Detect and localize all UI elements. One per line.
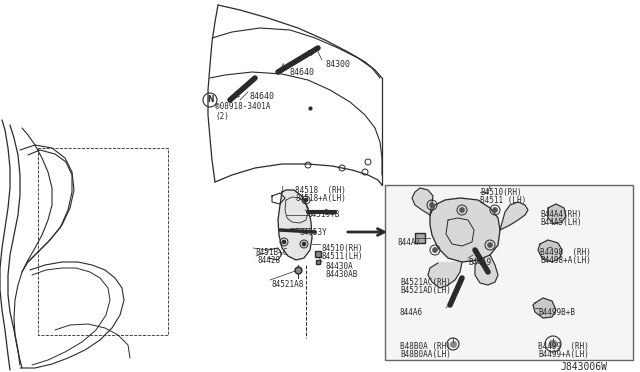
Text: 84640: 84640: [250, 92, 275, 101]
Text: 84518+A(LH): 84518+A(LH): [295, 194, 346, 203]
Text: 84640: 84640: [290, 68, 315, 77]
Text: B48B0AA(LH): B48B0AA(LH): [400, 350, 451, 359]
Text: 84511(LH): 84511(LH): [322, 252, 364, 261]
Bar: [385, 185, 633, 360]
Text: 84430A: 84430A: [325, 262, 353, 271]
Circle shape: [429, 202, 435, 208]
Text: 8451B+C: 8451B+C: [255, 248, 287, 257]
Text: 84300: 84300: [325, 60, 350, 69]
Text: B4521AC(RH): B4521AC(RH): [400, 278, 451, 287]
Text: B44A5(LH): B44A5(LH): [540, 218, 582, 227]
Text: 84519+B: 84519+B: [308, 210, 340, 219]
Text: B4521AD(LH): B4521AD(LH): [400, 286, 451, 295]
Text: 84428: 84428: [258, 256, 281, 265]
Text: 84430AB: 84430AB: [325, 270, 357, 279]
Text: J843006W: J843006W: [560, 362, 607, 372]
Text: 844A7: 844A7: [398, 238, 421, 247]
Text: B4499  (RH): B4499 (RH): [538, 342, 589, 351]
Polygon shape: [278, 190, 312, 260]
Text: 84518  (RH): 84518 (RH): [295, 186, 346, 195]
Polygon shape: [538, 240, 562, 262]
Circle shape: [460, 208, 465, 212]
Circle shape: [433, 247, 438, 253]
Text: B4511 (LH): B4511 (LH): [480, 196, 526, 205]
Circle shape: [493, 208, 497, 212]
Text: B48B0A (RH): B48B0A (RH): [400, 342, 451, 351]
Circle shape: [282, 240, 286, 244]
Text: N: N: [207, 96, 213, 105]
Text: B4498+A(LH): B4498+A(LH): [540, 256, 591, 265]
Polygon shape: [412, 188, 433, 215]
Text: B4498  (RH): B4498 (RH): [540, 248, 591, 257]
Polygon shape: [548, 204, 566, 224]
Polygon shape: [500, 202, 528, 230]
Text: 84553Y: 84553Y: [300, 228, 328, 237]
Polygon shape: [430, 198, 500, 262]
Text: B4499+A(LH): B4499+A(LH): [538, 350, 589, 359]
Text: B4510(RH): B4510(RH): [480, 188, 522, 197]
Circle shape: [488, 243, 493, 247]
Circle shape: [304, 198, 308, 202]
Text: 84510(RH): 84510(RH): [322, 244, 364, 253]
Text: B44A4(RH): B44A4(RH): [540, 210, 582, 219]
Circle shape: [549, 340, 557, 348]
Text: ®08918-3401A
(2): ®08918-3401A (2): [215, 102, 271, 121]
Text: B44A9: B44A9: [468, 258, 491, 267]
Circle shape: [302, 242, 306, 246]
Text: 84521A8: 84521A8: [272, 280, 305, 289]
Text: 844A6: 844A6: [400, 308, 423, 317]
Text: B4499B+B: B4499B+B: [538, 308, 575, 317]
Polygon shape: [475, 255, 498, 285]
Polygon shape: [533, 298, 556, 318]
Polygon shape: [428, 262, 462, 288]
